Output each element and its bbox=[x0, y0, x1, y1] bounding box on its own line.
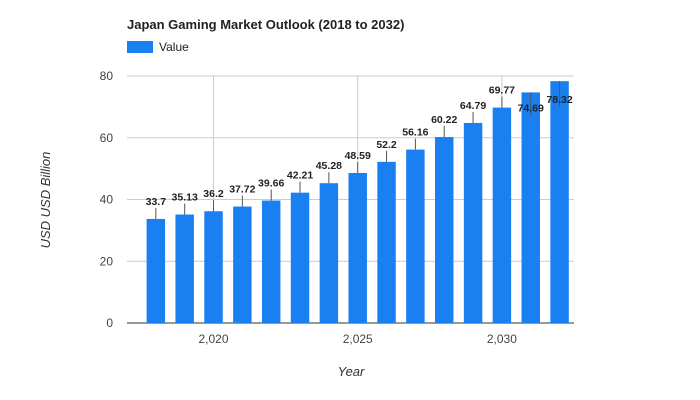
bar[interactable] bbox=[463, 122, 483, 323]
y-tick-label: 0 bbox=[106, 316, 113, 330]
y-tick-label: 80 bbox=[100, 69, 114, 83]
bar[interactable] bbox=[146, 218, 166, 323]
bar[interactable] bbox=[550, 81, 569, 323]
bar[interactable] bbox=[348, 172, 367, 323]
data-label: 69.77 bbox=[489, 85, 515, 97]
y-axis-title: USD USD Billion bbox=[38, 152, 53, 249]
y-tick-label: 20 bbox=[100, 254, 114, 268]
data-label: 52.2 bbox=[376, 139, 397, 151]
y-tick-label: 40 bbox=[100, 193, 114, 207]
x-tick-label: 2,030 bbox=[487, 332, 517, 346]
data-label: 60.22 bbox=[431, 114, 457, 126]
x-tick-label: 2,025 bbox=[343, 332, 373, 346]
data-label: 36.2 bbox=[203, 188, 224, 200]
bar[interactable] bbox=[377, 161, 396, 323]
bar[interactable] bbox=[406, 149, 425, 323]
y-tick-label: 60 bbox=[100, 131, 114, 145]
data-label: 39.66 bbox=[258, 178, 284, 190]
legend-label: Value bbox=[159, 40, 189, 54]
bar[interactable] bbox=[175, 214, 194, 323]
bar[interactable] bbox=[521, 92, 540, 323]
legend-swatch bbox=[127, 41, 153, 53]
bars bbox=[146, 81, 569, 323]
data-label: 74.69 bbox=[518, 102, 544, 114]
bar[interactable] bbox=[204, 211, 223, 323]
legend[interactable]: Value bbox=[127, 40, 189, 54]
bar[interactable] bbox=[233, 206, 252, 323]
data-label: 37.72 bbox=[229, 184, 255, 196]
data-label: 78.32 bbox=[546, 94, 572, 106]
data-label: 33.7 bbox=[146, 196, 167, 208]
data-label: 45.28 bbox=[316, 160, 342, 172]
data-label: 48.59 bbox=[345, 150, 371, 162]
chart-title: Japan Gaming Market Outlook (2018 to 203… bbox=[127, 17, 405, 32]
bar[interactable] bbox=[434, 137, 454, 323]
data-label: 35.13 bbox=[172, 192, 198, 204]
data-label: 56.16 bbox=[402, 127, 428, 139]
x-tick-label: 2,020 bbox=[199, 332, 229, 346]
data-label: 64.79 bbox=[460, 100, 486, 112]
axes: 0 20 40 60 80 2,020 2,025 2,030 bbox=[100, 69, 518, 346]
x-axis-title: Year bbox=[338, 364, 365, 379]
bar[interactable] bbox=[492, 107, 512, 323]
bar[interactable] bbox=[261, 200, 281, 323]
data-label: 42.21 bbox=[287, 170, 313, 182]
bar[interactable] bbox=[290, 192, 310, 323]
bar[interactable] bbox=[319, 183, 339, 323]
